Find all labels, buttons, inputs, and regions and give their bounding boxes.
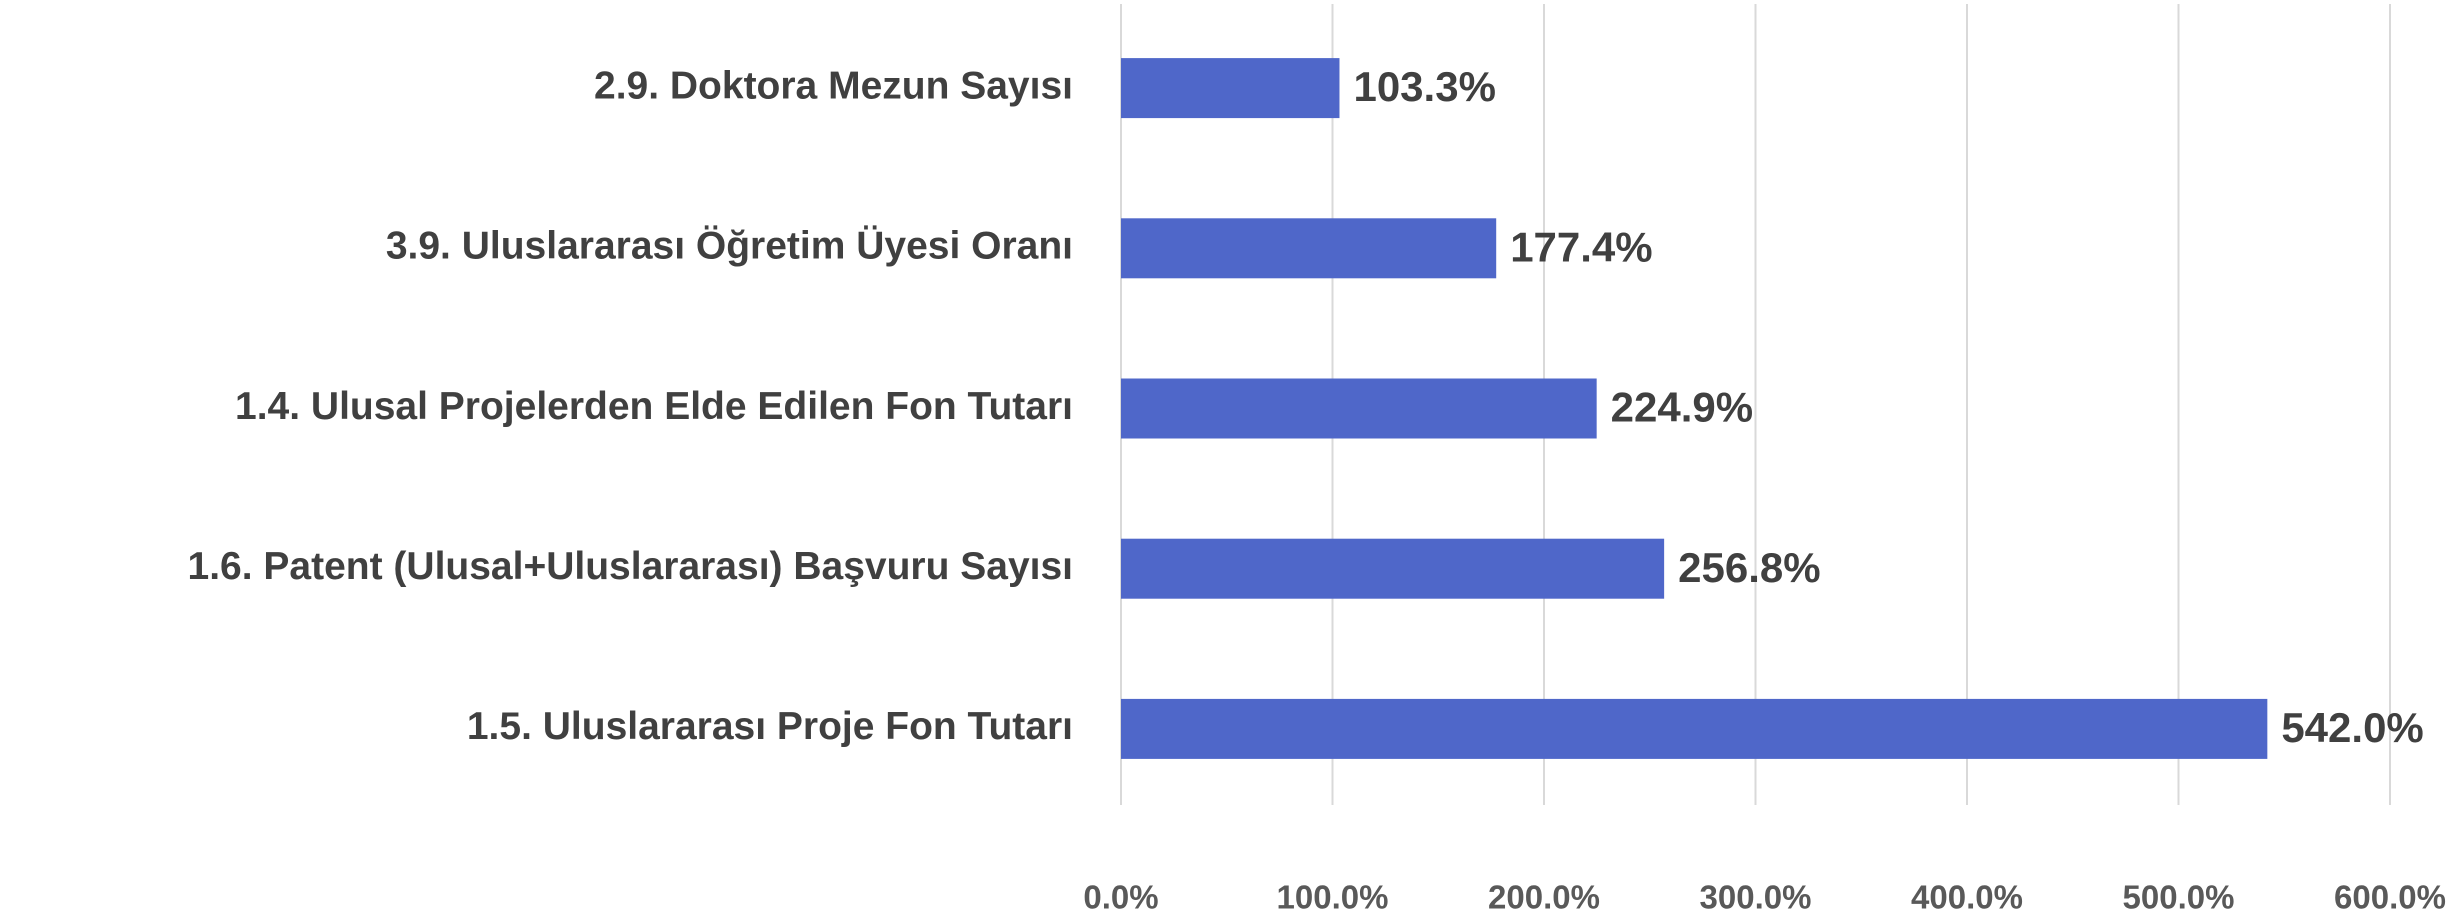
- y-tick-label: 1.4. Ulusal Projelerden Elde Edilen Fon …: [235, 385, 1073, 428]
- x-tick-label: 600.0%: [2334, 879, 2446, 916]
- x-tick-label: 100.0%: [1277, 879, 1389, 916]
- y-tick-label: 3.9. Uluslararası Öğretim Üyesi Oranı: [386, 225, 1073, 268]
- bar: [1121, 378, 1597, 439]
- y-tick-label: 1.5. Uluslararası Proje Fon Tutarı: [467, 705, 1073, 748]
- bar: [1121, 698, 2268, 759]
- bar: [1121, 218, 1497, 279]
- data-label: 177.4%: [1510, 223, 1652, 270]
- y-tick-label: 2.9. Doktora Mezun Sayısı: [594, 64, 1073, 107]
- y-tick-label: 1.6. Patent (Ulusal+Uluslararası) Başvur…: [188, 545, 1073, 588]
- x-tick-label: 500.0%: [2123, 879, 2235, 916]
- x-tick-label: 0.0%: [1083, 879, 1158, 916]
- data-label: 103.3%: [1353, 63, 1495, 110]
- x-tick-label: 200.0%: [1488, 879, 1600, 916]
- bar: [1121, 58, 1340, 119]
- data-label: 542.0%: [2281, 704, 2423, 751]
- x-tick-label: 300.0%: [1700, 879, 1812, 916]
- x-tick-label: 400.0%: [1911, 879, 2023, 916]
- bar: [1121, 538, 1665, 599]
- data-label: 224.9%: [1611, 384, 1753, 431]
- data-label: 256.8%: [1678, 544, 1820, 591]
